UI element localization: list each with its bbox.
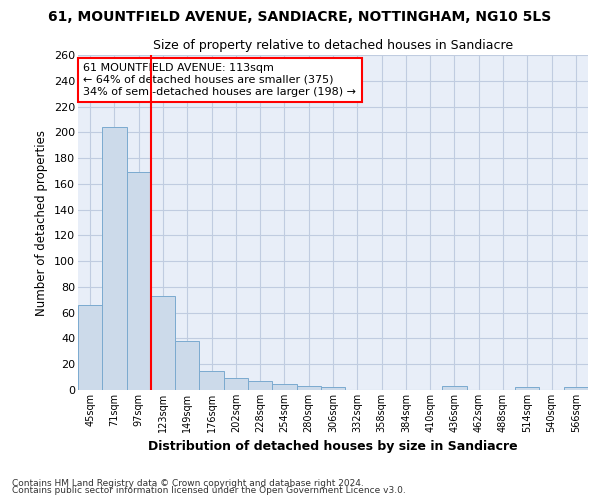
- Bar: [151, 296, 175, 390]
- Bar: [78, 305, 102, 390]
- Title: Size of property relative to detached houses in Sandiacre: Size of property relative to detached ho…: [153, 40, 513, 52]
- Y-axis label: Number of detached properties: Number of detached properties: [35, 130, 49, 316]
- Bar: [127, 172, 151, 390]
- Bar: [224, 378, 248, 390]
- Bar: [248, 381, 272, 390]
- Bar: [515, 388, 539, 390]
- X-axis label: Distribution of detached houses by size in Sandiacre: Distribution of detached houses by size …: [148, 440, 518, 454]
- Bar: [321, 388, 345, 390]
- Bar: [272, 384, 296, 390]
- Text: Contains HM Land Registry data © Crown copyright and database right 2024.: Contains HM Land Registry data © Crown c…: [12, 478, 364, 488]
- Text: Contains public sector information licensed under the Open Government Licence v3: Contains public sector information licen…: [12, 486, 406, 495]
- Text: 61, MOUNTFIELD AVENUE, SANDIACRE, NOTTINGHAM, NG10 5LS: 61, MOUNTFIELD AVENUE, SANDIACRE, NOTTIN…: [49, 10, 551, 24]
- Bar: [564, 388, 588, 390]
- Bar: [442, 386, 467, 390]
- Bar: [175, 341, 199, 390]
- Bar: [199, 370, 224, 390]
- Text: 61 MOUNTFIELD AVENUE: 113sqm
← 64% of detached houses are smaller (375)
34% of s: 61 MOUNTFIELD AVENUE: 113sqm ← 64% of de…: [83, 64, 356, 96]
- Bar: [296, 386, 321, 390]
- Bar: [102, 127, 127, 390]
